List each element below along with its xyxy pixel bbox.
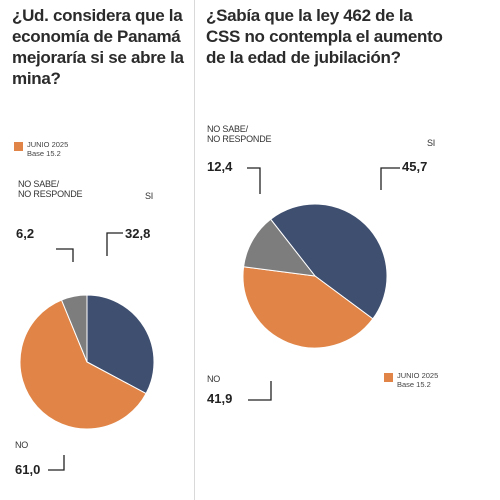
chart-1-title: ¿Ud. considera que la economía de Panamá… <box>12 6 184 88</box>
chart-1-pie <box>19 294 155 430</box>
chart-1-leader-si <box>106 232 123 256</box>
chart-2-legend-base: Base 15.2 <box>397 380 431 389</box>
chart-2-leader-no <box>248 381 272 401</box>
chart-2-pie <box>242 203 388 349</box>
chart-1-leader-no <box>48 455 65 471</box>
chart-2-value-no: 41,9 <box>207 391 233 406</box>
chart-1-label-si: SI <box>145 191 154 201</box>
chart-1-legend-base: Base 15.2 <box>27 149 61 158</box>
chart-2-leader-ns <box>247 167 261 194</box>
chart-1-slice-ns <box>60 294 88 363</box>
chart-1-label-no: NO <box>15 440 29 450</box>
chart-2-legend: JUNIO 2025 Base 15.2 <box>384 371 438 389</box>
chart-2-slice-no <box>242 266 374 349</box>
chart-2-label-ns: NO SABE/ NO RESPONDE <box>207 124 272 144</box>
chart-2-legend-swatch <box>384 373 393 382</box>
chart-1-legend-label: JUNIO 2025 <box>27 140 69 149</box>
chart-2-label-no: NO <box>207 374 221 384</box>
chart-2-value-ns: 12,4 <box>207 159 233 174</box>
chart-1-value-no: 61,0 <box>15 462 41 477</box>
chart-1-slice-no <box>19 299 147 430</box>
chart-1-label-ns: NO SABE/ NO RESPONDE <box>18 179 83 199</box>
chart-1-slice-si <box>86 294 155 395</box>
chart-2-label-si: SI <box>427 138 436 148</box>
chart-1-value-si: 32,8 <box>125 226 151 241</box>
chart-2-leader-si <box>380 167 400 190</box>
chart-2-slice-si <box>269 203 388 320</box>
chart-1-legend: JUNIO 2025 Base 15.2 <box>14 140 68 158</box>
panel-divider <box>194 0 195 500</box>
chart-1-leader-ns <box>56 248 74 262</box>
chart-2-legend-label: JUNIO 2025 <box>397 371 439 380</box>
chart-1-legend-swatch <box>14 142 23 151</box>
chart-2-value-si: 45,7 <box>402 159 428 174</box>
chart-1-value-ns: 6,2 <box>16 226 35 241</box>
chart-2-slice-ns <box>243 218 317 277</box>
chart-2-title: ¿Sabía que la ley 462 de la CSS no conte… <box>206 6 443 67</box>
